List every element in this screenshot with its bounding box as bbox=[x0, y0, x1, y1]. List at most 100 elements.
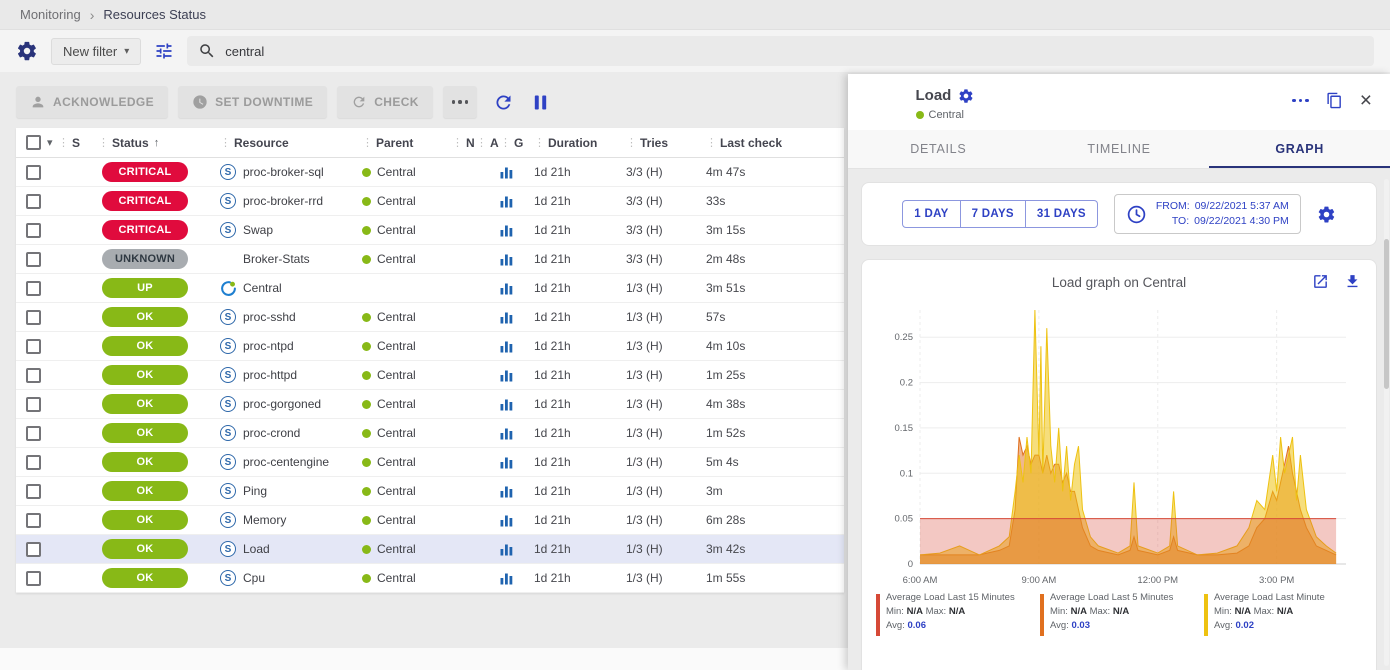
graph-icon[interactable] bbox=[500, 195, 534, 208]
resource-name[interactable]: Load bbox=[243, 542, 270, 556]
table-row[interactable]: OK S Ping Central 1d 21h 1/3 (H) 3m bbox=[16, 477, 844, 506]
parent-name[interactable]: Central bbox=[377, 455, 416, 469]
service-settings-gear-icon[interactable] bbox=[958, 88, 974, 104]
column-header-status[interactable]: ⋮ Status ↑ bbox=[98, 135, 160, 150]
open-in-new-icon[interactable] bbox=[1312, 273, 1329, 290]
table-row[interactable]: OK S Memory Central 1d 21h 1/3 (H) 6m 28… bbox=[16, 506, 844, 535]
row-checkbox[interactable] bbox=[26, 251, 41, 267]
set-downtime-button[interactable]: SET DOWNTIME bbox=[178, 86, 328, 118]
column-header-notification[interactable]: ⋮ N bbox=[452, 135, 475, 150]
legend-item[interactable]: Average Load Last 15 Minutes Min: N/A Ma… bbox=[876, 592, 1034, 636]
parent-name[interactable]: Central bbox=[377, 426, 416, 440]
copy-link-icon[interactable] bbox=[1326, 92, 1343, 109]
breadcrumb-item-monitoring[interactable]: Monitoring bbox=[20, 7, 81, 22]
table-row[interactable]: OK S proc-crond Central 1d 21h 1/3 (H) 1… bbox=[16, 419, 844, 448]
row-checkbox[interactable] bbox=[26, 396, 41, 412]
parent-name[interactable]: Central bbox=[377, 368, 416, 382]
checkbox-dropdown-caret-icon[interactable]: ▾ bbox=[47, 137, 53, 149]
table-row[interactable]: OK S Cpu Central 1d 21h 1/3 (H) 1m 55s bbox=[16, 564, 844, 593]
column-header-parent[interactable]: ⋮ Parent bbox=[362, 135, 414, 150]
resource-name[interactable]: proc-centengine bbox=[243, 455, 330, 469]
graph-icon[interactable] bbox=[500, 485, 534, 498]
filter-settings-gear-icon[interactable] bbox=[16, 40, 38, 62]
graph-settings-gear-icon[interactable] bbox=[1317, 205, 1336, 224]
resource-name[interactable]: Cpu bbox=[243, 571, 266, 585]
graph-icon[interactable] bbox=[500, 514, 534, 527]
column-header-tries[interactable]: ⋮ Tries bbox=[626, 135, 669, 150]
range-7-days-button[interactable]: 7 DAYS bbox=[960, 200, 1026, 228]
table-row[interactable]: OK S proc-centengine Central 1d 21h 1/3 … bbox=[16, 448, 844, 477]
resource-name[interactable]: Ping bbox=[243, 484, 268, 498]
graph-icon[interactable] bbox=[500, 253, 534, 266]
row-checkbox[interactable] bbox=[26, 425, 41, 441]
column-header-resource[interactable]: ⋮ Resource bbox=[220, 135, 289, 150]
graph-icon[interactable] bbox=[500, 340, 534, 353]
parent-name[interactable]: Central bbox=[377, 194, 416, 208]
download-icon[interactable] bbox=[1344, 273, 1361, 290]
resource-name[interactable]: proc-httpd bbox=[243, 368, 298, 382]
panel-scrollbar[interactable] bbox=[1384, 179, 1389, 666]
column-header-ack[interactable]: ⋮ A bbox=[476, 135, 499, 150]
resource-name[interactable]: proc-gorgoned bbox=[243, 397, 322, 411]
load-chart-svg[interactable]: 0 0.05 0.1 0.15 0.2 0.25 6:00 AM 9:00 AM 12:00 P… bbox=[876, 296, 1362, 592]
parent-name[interactable]: Central bbox=[377, 571, 416, 585]
resource-name[interactable]: proc-sshd bbox=[243, 310, 296, 324]
new-filter-dropdown[interactable]: New filter ▾ bbox=[51, 37, 142, 65]
graph-icon[interactable] bbox=[500, 427, 534, 440]
panel-more-icon[interactable] bbox=[1292, 98, 1309, 103]
row-checkbox[interactable] bbox=[26, 570, 41, 586]
check-button[interactable]: CHECK bbox=[337, 86, 433, 118]
tune-filter-icon[interactable] bbox=[154, 41, 174, 61]
parent-name[interactable]: Central bbox=[377, 513, 416, 527]
table-row[interactable]: OK S Load Central 1d 21h 1/3 (H) 3m 42s bbox=[16, 535, 844, 564]
parent-name[interactable]: Central bbox=[377, 397, 416, 411]
custom-date-range-picker[interactable]: FROM: 09/22/2021 5:37 AM TO: 09/22/2021 4:… bbox=[1113, 194, 1301, 234]
more-actions-button[interactable] bbox=[442, 86, 478, 118]
graph-icon[interactable] bbox=[500, 572, 534, 585]
table-row[interactable]: OK S proc-sshd Central 1d 21h 1/3 (H) 57… bbox=[16, 303, 844, 332]
search-input[interactable]: central bbox=[187, 36, 1374, 66]
table-row[interactable]: OK S proc-ntpd Central 1d 21h 1/3 (H) 4m… bbox=[16, 332, 844, 361]
row-checkbox[interactable] bbox=[26, 222, 41, 238]
tab-timeline[interactable]: TIMELINE bbox=[1087, 142, 1151, 156]
close-panel-icon[interactable]: × bbox=[1359, 88, 1372, 112]
row-checkbox[interactable] bbox=[26, 367, 41, 383]
row-checkbox[interactable] bbox=[26, 280, 41, 296]
sort-asc-icon[interactable]: ↑ bbox=[153, 136, 160, 149]
parent-name[interactable]: Central bbox=[377, 542, 416, 556]
table-row[interactable]: CRITICAL S Swap Central 1d 21h 3/3 (H) 3… bbox=[16, 216, 844, 245]
tab-details[interactable]: DETAILS bbox=[910, 142, 967, 156]
column-header-severity[interactable]: ⋮ S bbox=[58, 135, 81, 150]
range-1-day-button[interactable]: 1 DAY bbox=[902, 200, 961, 228]
table-row[interactable]: CRITICAL S proc-broker-rrd Central 1d 21… bbox=[16, 187, 844, 216]
tab-graph[interactable]: GRAPH bbox=[1209, 130, 1390, 168]
parent-name[interactable]: Central bbox=[377, 252, 416, 266]
acknowledge-button[interactable]: ACKNOWLEDGE bbox=[16, 86, 169, 118]
row-checkbox[interactable] bbox=[26, 164, 41, 180]
graph-icon[interactable] bbox=[500, 398, 534, 411]
select-all-checkbox[interactable] bbox=[26, 135, 41, 150]
legend-item[interactable]: Average Load Last Minute Min: N/A Max: N… bbox=[1204, 592, 1362, 636]
range-31-days-button[interactable]: 31 DAYS bbox=[1025, 200, 1098, 228]
parent-name[interactable]: Central bbox=[377, 310, 416, 324]
table-row[interactable]: CRITICAL S proc-broker-sql Central 1d 21… bbox=[16, 158, 844, 187]
graph-icon[interactable] bbox=[500, 543, 534, 556]
table-row[interactable]: UP Central 1d 21h 1/3 (H) 3m 51s bbox=[16, 274, 844, 303]
graph-icon[interactable] bbox=[500, 456, 534, 469]
graph-icon[interactable] bbox=[500, 369, 534, 382]
graph-icon[interactable] bbox=[500, 282, 534, 295]
row-checkbox[interactable] bbox=[26, 338, 41, 354]
row-checkbox[interactable] bbox=[26, 193, 41, 209]
table-row[interactable]: OK S proc-httpd Central 1d 21h 1/3 (H) 1… bbox=[16, 361, 844, 390]
row-checkbox[interactable] bbox=[26, 309, 41, 325]
column-header-duration[interactable]: ⋮ Duration bbox=[534, 135, 598, 150]
parent-name[interactable]: Central bbox=[377, 223, 416, 237]
resource-name[interactable]: Broker-Stats bbox=[243, 252, 310, 266]
resource-name[interactable]: proc-broker-rrd bbox=[243, 194, 324, 208]
table-row[interactable]: UNKNOWN Broker-Stats Central 1d 21h 3/3 … bbox=[16, 245, 844, 274]
resource-name[interactable]: Memory bbox=[243, 513, 287, 527]
column-header-graph[interactable]: ⋮ G bbox=[500, 135, 524, 150]
graph-icon[interactable] bbox=[500, 311, 534, 324]
pause-icon[interactable] bbox=[530, 92, 551, 113]
table-row[interactable]: OK S proc-gorgoned Central 1d 21h 1/3 (H… bbox=[16, 390, 844, 419]
